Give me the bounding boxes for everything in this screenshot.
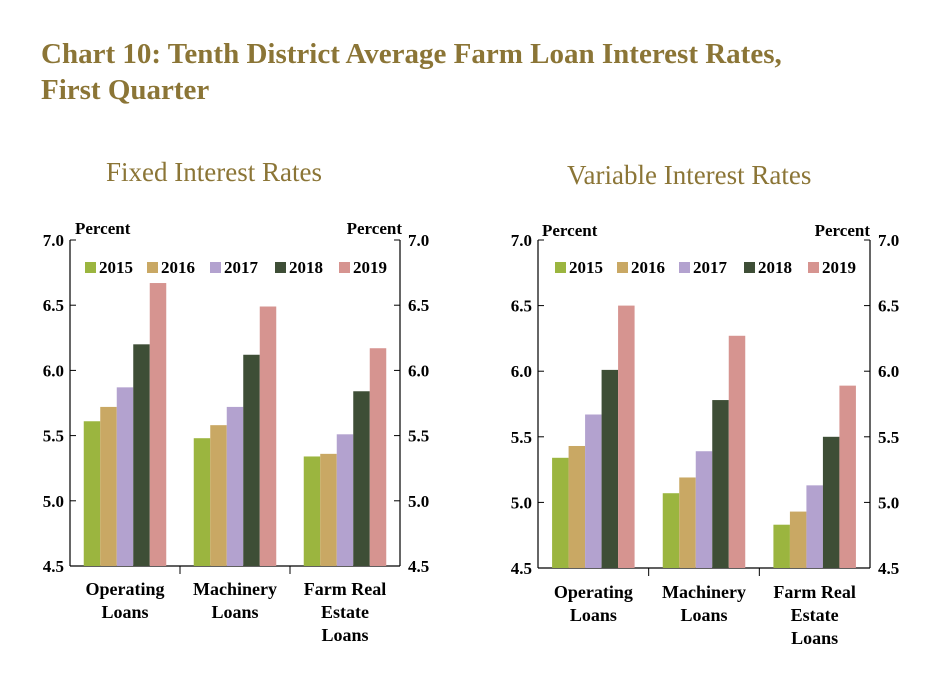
page-title-line-1: Chart 10: Tenth District Average Farm Lo… [41, 38, 782, 70]
fixed-ytick-label-left: 6.5 [43, 296, 64, 315]
variable-legend-swatch-2016 [617, 262, 628, 273]
variable-legend-swatch-2015 [555, 262, 566, 273]
fixed-category-label: Loans [101, 602, 148, 622]
fixed-ytick-label-right: 6.0 [408, 361, 429, 380]
fixed-ylabel-left: Percent [75, 219, 131, 238]
variable-ytick-label-left: 6.5 [511, 297, 532, 316]
variable-bar-2019-0 [618, 305, 635, 568]
variable-legend-swatch-2018 [744, 262, 755, 273]
variable-legend-swatch-2017 [679, 262, 690, 273]
variable-legend-label-2016: 2016 [631, 258, 665, 277]
fixed-ytick-label-left: 7.0 [43, 231, 64, 250]
variable-bar-2019-1 [728, 335, 746, 568]
fixed-category-label: Loans [321, 625, 368, 645]
fixed-legend-swatch-2018 [275, 262, 286, 273]
variable-bar-2016-2 [789, 511, 807, 568]
fixed-ytick-label-left: 6.0 [43, 361, 64, 380]
fixed-bar-2016-0 [100, 406, 117, 566]
variable-legend-swatch-2019 [808, 262, 819, 273]
fixed-bar-2019-2 [369, 348, 387, 566]
fixed-ytick-label-left: 5.0 [43, 492, 64, 511]
fixed-legend-swatch-2017 [210, 262, 221, 273]
fixed-ytick-label-right: 5.5 [408, 427, 429, 446]
fixed-bar-2015-0 [83, 421, 101, 566]
variable-ytick-label-right: 5.0 [878, 493, 899, 512]
fixed-legend-swatch-2015 [85, 262, 96, 273]
fixed-legend-label-2019: 2019 [353, 258, 387, 277]
fixed-bar-2017-0 [116, 387, 134, 566]
fixed-bar-2015-2 [303, 456, 321, 566]
variable-ytick-label-right: 6.5 [878, 297, 899, 316]
variable-ytick-label-right: 6.0 [878, 362, 899, 381]
fixed-bar-2017-2 [336, 434, 354, 566]
fixed-ytick-label-right: 4.5 [408, 557, 429, 576]
fixed-ytick-label-right: 7.0 [408, 231, 429, 250]
variable-ytick-label-left: 5.5 [511, 428, 532, 447]
variable-ytick-label-right: 7.0 [878, 231, 899, 250]
variable-category-label: Loans [680, 605, 727, 625]
variable-legend-label-2019: 2019 [822, 258, 856, 277]
fixed-ytick-label-left: 4.5 [43, 557, 64, 576]
fixed-bar-2018-0 [133, 344, 150, 566]
fixed-chart-title: Fixed Interest Rates [106, 157, 322, 187]
variable-category-label: Loans [570, 605, 617, 625]
variable-ytick-label-right: 5.5 [878, 428, 899, 447]
variable-legend-label-2015: 2015 [569, 258, 603, 277]
variable-bar-2016-0 [568, 445, 586, 568]
variable-legend-label-2018: 2018 [758, 258, 792, 277]
variable-bar-2017-0 [585, 414, 602, 568]
variable-legend-label-2017: 2017 [693, 258, 728, 277]
fixed-legend-swatch-2016 [147, 262, 158, 273]
page-title: Chart 10: Tenth District Average Farm Lo… [41, 36, 911, 108]
fixed-bar-2018-2 [353, 391, 370, 566]
variable-bar-2015-0 [552, 457, 569, 568]
fixed-bar-2019-0 [149, 283, 167, 566]
fixed-legend-label-2016: 2016 [161, 258, 195, 277]
variable-bar-2015-2 [773, 524, 790, 568]
variable-bar-2018-0 [601, 369, 619, 568]
variable-chart-title: Variable Interest Rates [567, 160, 812, 190]
fixed-legend-label-2018: 2018 [289, 258, 323, 277]
fixed-bar-2018-1 [243, 354, 260, 566]
variable-category-label: Farm Real [773, 582, 855, 602]
variable-bar-2018-2 [822, 436, 840, 568]
variable-ytick-label-left: 7.0 [511, 231, 532, 250]
variable-category-label: Loans [791, 628, 838, 648]
fixed-ylabel-right: Percent [347, 219, 403, 238]
fixed-ytick-label-right: 5.0 [408, 492, 429, 511]
variable-bar-2019-2 [839, 385, 856, 568]
fixed-bar-2015-1 [193, 438, 211, 566]
fixed-category-label: Farm Real [304, 579, 386, 599]
variable-bar-2015-1 [662, 493, 680, 568]
fixed-category-label: Loans [211, 602, 258, 622]
fixed-category-label: Estate [321, 602, 369, 622]
variable-ytick-label-right: 4.5 [878, 559, 899, 578]
fixed-bar-2016-2 [320, 453, 337, 566]
fixed-ytick-label-right: 6.5 [408, 296, 429, 315]
variable-ylabel-right: Percent [815, 221, 871, 240]
variable-category-label: Estate [791, 605, 839, 625]
variable-category-label: Machinery [662, 582, 746, 602]
variable-bar-2017-2 [806, 485, 823, 568]
fixed-bar-2019-1 [259, 306, 277, 566]
variable-ylabel-left: Percent [542, 221, 598, 240]
fixed-category-label: Machinery [193, 579, 277, 599]
variable-ytick-label-left: 4.5 [511, 559, 532, 578]
fixed-category-label: Operating [86, 579, 165, 599]
fixed-ytick-label-left: 5.5 [43, 427, 64, 446]
fixed-bar-2016-1 [210, 425, 227, 566]
fixed-legend-swatch-2019 [339, 262, 350, 273]
variable-ytick-label-left: 5.0 [511, 493, 532, 512]
variable-ytick-label-left: 6.0 [511, 362, 532, 381]
variable-category-label: Operating [554, 582, 633, 602]
page-title-line-2: First Quarter [41, 74, 210, 106]
variable-bar-2017-1 [695, 451, 713, 568]
fixed-legend-label-2015: 2015 [99, 258, 133, 277]
variable-bar-2018-1 [712, 400, 729, 568]
variable-bar-2016-1 [679, 477, 696, 568]
fixed-bar-2017-1 [226, 406, 244, 566]
fixed-legend-label-2017: 2017 [224, 258, 259, 277]
